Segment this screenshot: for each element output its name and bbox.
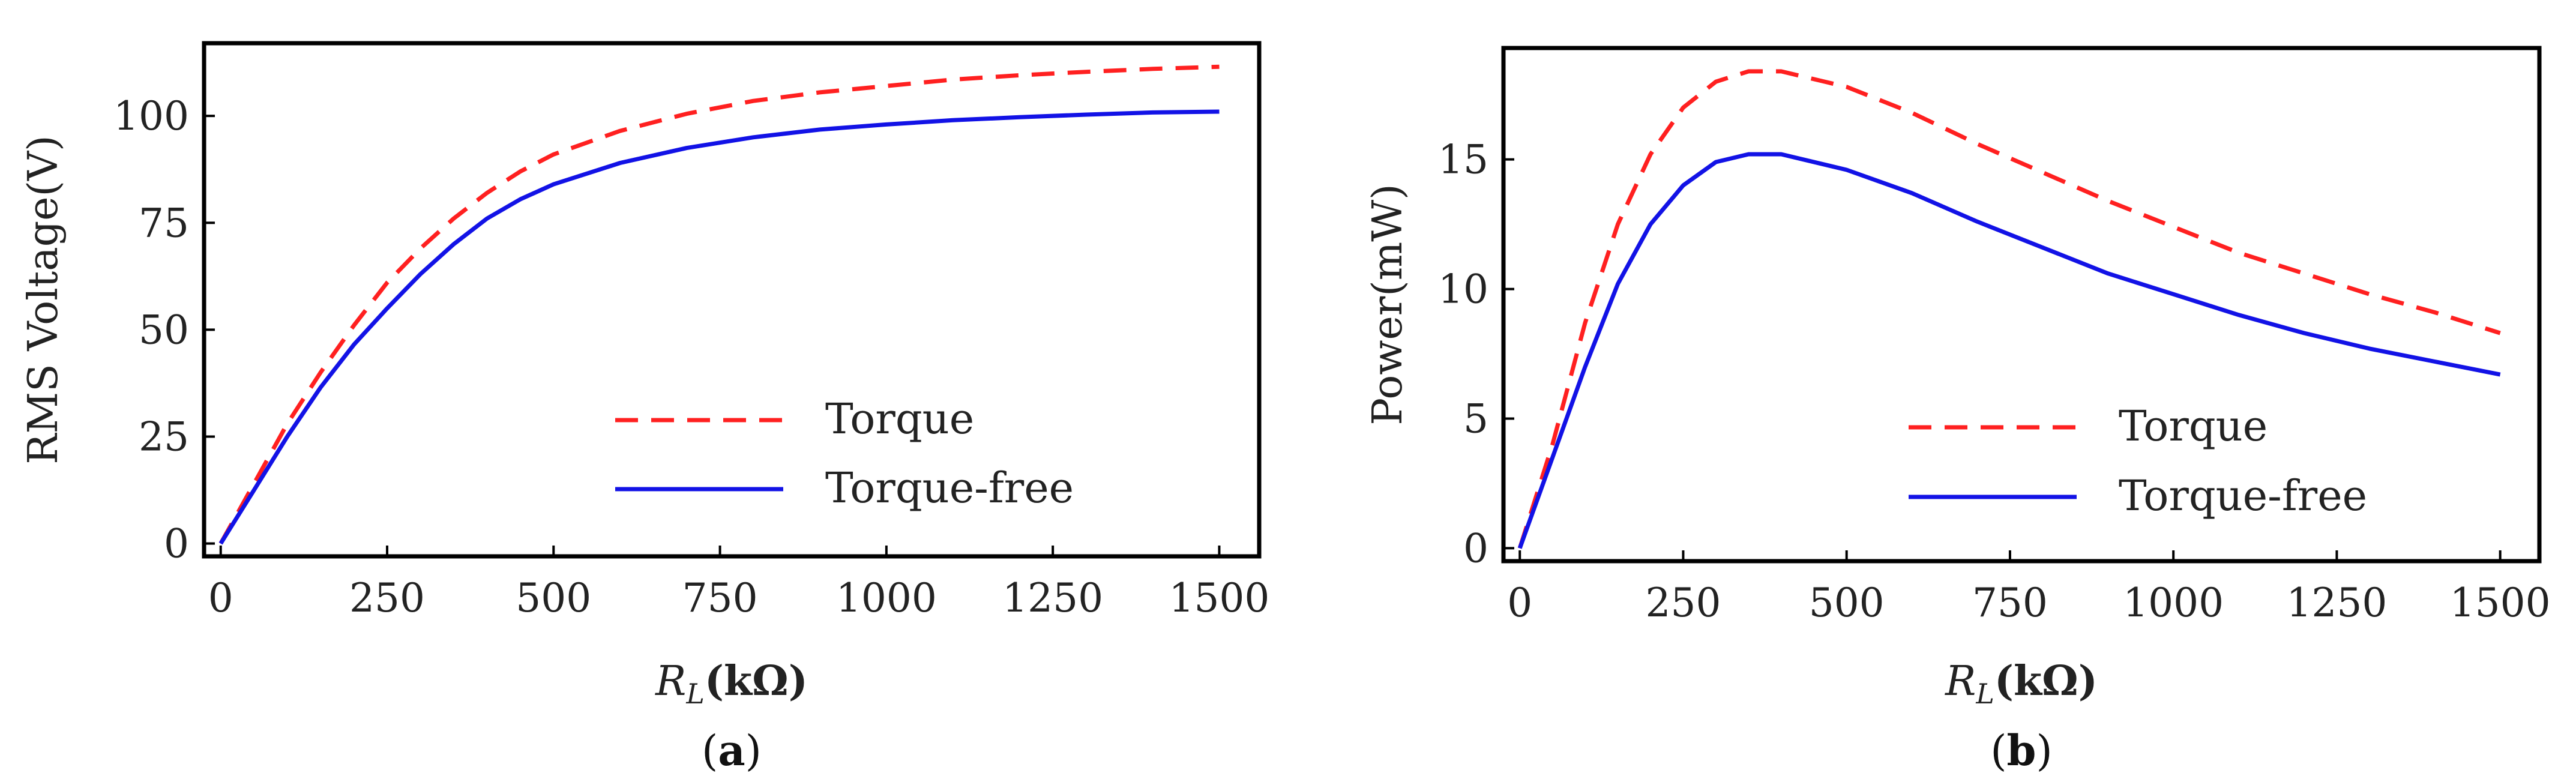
- x-axis-label: RL(kΩ): [1944, 657, 2098, 710]
- x-tick-label: 750: [682, 575, 758, 621]
- x-tick-label: 750: [1972, 580, 2048, 626]
- legend-label: Torque-free: [825, 463, 1074, 513]
- panel-caption: (a): [702, 726, 762, 775]
- y-axis-label: RMS Voltage(V): [20, 135, 67, 464]
- chart-panel-b: 0 250 500 750 1000 1250 1500 0 5 10 15 Power(mW) RL(…: [1364, 46, 2551, 775]
- y-tick-label: 10: [1438, 266, 1488, 313]
- x-tick-label: 1250: [2286, 580, 2387, 626]
- series-line-torque-free: [1517, 152, 2501, 549]
- x-tick-label: 0: [208, 575, 233, 621]
- legend-label: Torque-free: [2119, 471, 2367, 520]
- y-tick-label: 5: [1463, 396, 1488, 442]
- y-tick-label: 50: [139, 307, 189, 353]
- x-tick-label: 250: [1645, 580, 1721, 626]
- x-tick-label: 1500: [2450, 580, 2551, 626]
- x-tick-label: 1000: [836, 575, 937, 621]
- y-tick-label: 75: [139, 200, 189, 246]
- x-tick-label: 250: [349, 575, 425, 621]
- x-tick-label: 500: [1809, 580, 1885, 626]
- y-tick-label: 15: [1438, 137, 1488, 183]
- x-axis-label: RL(kΩ): [654, 657, 808, 710]
- y-axis-label: Power(mW): [1364, 184, 1412, 425]
- series-line-torque: [1517, 69, 2501, 549]
- x-tick-label: 1500: [1169, 575, 1269, 621]
- series-line-torque: [218, 64, 1220, 545]
- chart-panel-a: 0 250 500 750 1000 1250 1500 0 25 50 75 100 RMS Volt…: [20, 41, 1269, 775]
- panel-caption: (b): [1990, 726, 2053, 775]
- plot-frame: [1501, 46, 2542, 564]
- y-tick-label: 100: [113, 93, 189, 139]
- legend-label: Torque: [2119, 402, 2268, 451]
- plot-frame: [202, 41, 1262, 559]
- x-tick-label: 0: [1507, 580, 1532, 626]
- y-tick-label: 25: [139, 414, 189, 460]
- x-tick-label: 1000: [2123, 580, 2224, 626]
- x-tick-label: 1250: [1002, 575, 1103, 621]
- y-tick-label: 0: [164, 521, 189, 567]
- series-line-torque-free: [218, 109, 1220, 545]
- y-tick-label: 0: [1463, 525, 1488, 571]
- legend-label: Torque: [825, 394, 974, 444]
- x-tick-label: 500: [516, 575, 591, 621]
